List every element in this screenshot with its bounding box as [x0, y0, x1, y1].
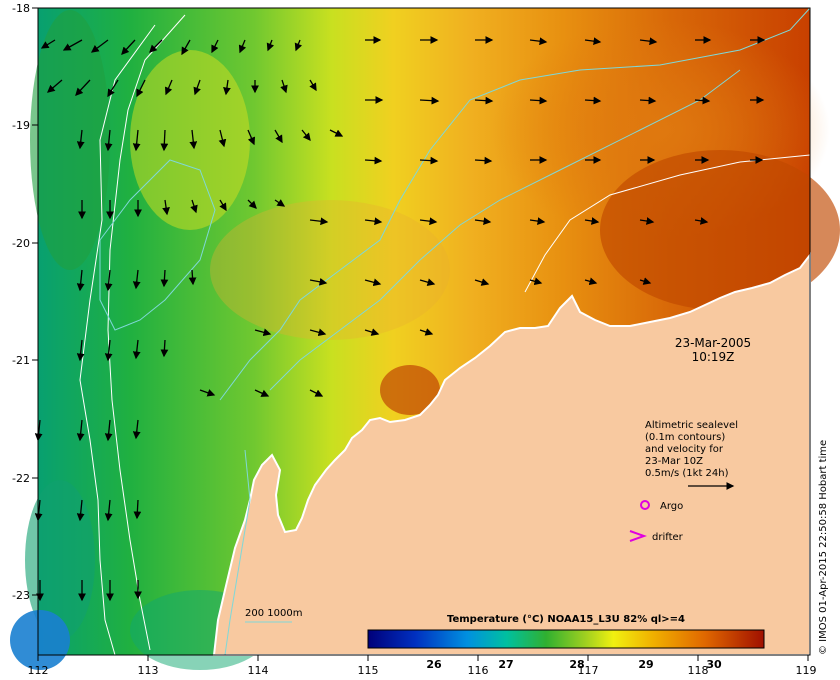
argo-marker-icon	[640, 500, 650, 510]
lon-tick-label: 116	[468, 664, 489, 677]
drifter-marker-icon	[629, 530, 647, 542]
colorbar-tick-label: 30	[706, 658, 722, 671]
legend-line: and velocity for	[645, 444, 724, 455]
velocity-arrows	[34, 36, 766, 602]
lon-axis: 112 113 114 115 116 117 118 119	[28, 655, 817, 677]
legend-line: 23-Mar 10Z	[645, 456, 703, 467]
velocity-legend: Altimetric sealevel (0.1m contours) and …	[629, 420, 738, 543]
lon-tick-label: 117	[578, 664, 599, 677]
colorbar-tick-label: 29	[638, 658, 653, 671]
argo-label: Argo	[660, 501, 683, 512]
lon-tick-label: 112	[28, 664, 49, 677]
depth-legend: 200 1000m	[245, 608, 302, 623]
depth-label: 200 1000m	[245, 608, 302, 619]
lon-tick-label: 118	[688, 664, 709, 677]
legend-line: 0.5m/s (1kt 24h)	[645, 468, 729, 479]
lat-axis: -18 -19 -20 -21 -22 -23	[12, 2, 38, 602]
lat-tick-label: -22	[12, 472, 30, 485]
lon-tick-label: 119	[796, 664, 817, 677]
lat-tick-label: -20	[12, 237, 30, 250]
lon-tick-label: 114	[248, 664, 269, 677]
lat-tick-label: -18	[12, 2, 30, 15]
lat-tick-label: -19	[12, 119, 30, 132]
colorbar-tick-label: 28	[569, 658, 584, 671]
legend-line: (0.1m contours)	[645, 432, 725, 443]
colorbar-tick-label: 26	[426, 658, 442, 671]
lat-tick-label: -23	[12, 589, 30, 602]
timestamp-date: 23-Mar-2005	[675, 336, 751, 350]
colorbar-tick-label: 27	[498, 658, 513, 671]
map-frame	[37, 7, 811, 656]
sealevel-contours	[99, 7, 811, 656]
lon-tick-label: 115	[358, 664, 379, 677]
drifter-label: drifter	[652, 532, 684, 543]
timestamp-time: 10:19Z	[692, 350, 735, 364]
isobath-contours	[79, 14, 811, 656]
colorbar-title: Temperature (°C) NOAA15_L3U 82% ql>=4	[447, 614, 685, 625]
colorbar-ramp	[367, 629, 765, 649]
legend-line: Altimetric sealevel	[645, 420, 738, 431]
land-mass	[212, 252, 811, 656]
lon-tick-label: 113	[138, 664, 159, 677]
colorbar: Temperature (°C) NOAA15_L3U 82% ql>=4 26…	[367, 614, 765, 671]
credit-text: © IMOS 01-Apr-2015 22:50:58 Hobart time	[818, 440, 829, 655]
lat-tick-label: -21	[12, 354, 30, 367]
